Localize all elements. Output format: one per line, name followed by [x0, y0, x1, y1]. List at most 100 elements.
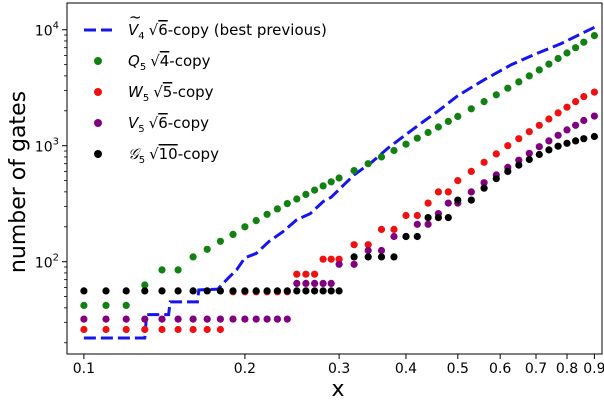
- y-tick-label-2: 104: [35, 21, 59, 40]
- series-4-point-10: [241, 287, 249, 295]
- x-tick-label-3: 0.4: [395, 361, 417, 377]
- series-2-point-21: [350, 241, 358, 249]
- series-4-point-11: [252, 287, 260, 295]
- series-3-point-14: [283, 315, 291, 323]
- series-2-point-6: [189, 325, 197, 334]
- series-4-point-30: [454, 196, 462, 204]
- series-3-point-18: [319, 279, 327, 287]
- series-4-point-26: [413, 232, 421, 241]
- series-3-point-15: [293, 279, 301, 287]
- series-3-point-38: [545, 137, 553, 145]
- legend-label-1: Q5 √4-copy: [128, 52, 211, 73]
- x-tick-label-2: 0.3: [328, 361, 350, 377]
- series-3-point-16: [302, 279, 310, 287]
- series-1-point-0: [80, 301, 88, 309]
- series-3-point-27: [424, 220, 432, 228]
- series-4-point-24: [390, 253, 398, 261]
- series-4-point-12: [263, 287, 271, 295]
- series-2-point-25: [402, 211, 410, 220]
- series-1-point-30: [454, 112, 462, 120]
- legend-label-4: 𝒢5 √10-copy: [128, 145, 219, 166]
- series-3-point-20: [335, 260, 343, 268]
- series-4-point-7: [203, 287, 211, 295]
- axes-layer: 0.1 0.2 0.3 0.4 0.5 0.6 0.7 0.8 0.9 102 103 104: [35, 2, 604, 377]
- series-4-point-28: [434, 214, 442, 222]
- series-3-point-37: [535, 143, 543, 151]
- series-4-point-6: [189, 287, 197, 295]
- series-1-point-27: [424, 128, 432, 137]
- series-2-point-0: [80, 325, 88, 334]
- series-4-point-42: [580, 135, 588, 143]
- series-1-point-17: [311, 186, 319, 194]
- series-1-point-9: [229, 230, 237, 238]
- series-1-point-38: [545, 60, 553, 68]
- series-3-point-11: [252, 315, 260, 323]
- x-axis-label: x: [331, 377, 344, 402]
- series-2-point-7: [203, 325, 211, 334]
- series-4-point-16: [302, 287, 310, 295]
- series-2-point-30: [454, 177, 462, 185]
- series-3-point-4: [158, 315, 166, 323]
- series-4-point-37: [535, 150, 543, 159]
- x-tick-label-6: 0.7: [525, 361, 547, 377]
- series-3-point-2: [122, 315, 130, 323]
- series-4-point-35: [515, 161, 523, 169]
- series-2-point-2: [122, 325, 130, 334]
- series-2-point-32: [480, 158, 488, 166]
- series-2-point-20: [335, 255, 343, 263]
- series-3-point-5: [174, 315, 182, 323]
- legend-tilde-0: ~: [129, 8, 142, 26]
- series-2-point-34: [504, 142, 512, 150]
- series-3-point-31: [467, 188, 475, 196]
- series-3-point-39: [554, 131, 562, 139]
- series-1-point-12: [263, 210, 271, 218]
- series-2-point-40: [563, 103, 571, 111]
- series-1-point-33: [492, 91, 500, 99]
- series-2-point-19: [327, 255, 335, 263]
- series-3-point-17: [311, 279, 319, 287]
- series-1-point-19: [327, 178, 335, 186]
- series-2-point-35: [515, 135, 523, 143]
- series-2-point-5: [174, 325, 182, 334]
- series-1-point-1: [102, 301, 110, 309]
- y-tick-label-1: 103: [35, 137, 59, 156]
- series-1-point-10: [241, 223, 249, 231]
- series-4-point-25: [402, 232, 410, 241]
- series-1-point-16: [302, 190, 310, 198]
- series-3-point-22: [364, 246, 372, 255]
- series-2-point-15: [293, 270, 301, 278]
- series-4-point-33: [492, 175, 500, 183]
- series-2-point-39: [554, 109, 562, 117]
- series-1-point-13: [273, 205, 281, 213]
- series-4-point-20: [335, 287, 343, 295]
- series-2-point-3: [141, 325, 149, 334]
- series-3-point-42: [580, 116, 588, 125]
- series-2-point-31: [467, 167, 475, 175]
- series-1-point-7: [203, 245, 211, 253]
- legend-swatch-4: [94, 150, 102, 158]
- series-2-point-42: [580, 93, 588, 101]
- x-tick-label-8: 0.9: [583, 361, 604, 377]
- series-1-point-26: [413, 134, 421, 142]
- series-2-point-37: [535, 121, 543, 129]
- series-3-point-24: [390, 232, 398, 241]
- series-2-point-41: [572, 98, 580, 106]
- x-tick-label-0: 0.1: [73, 361, 95, 377]
- series-4-point-36: [525, 155, 533, 164]
- series-2-point-27: [424, 199, 432, 207]
- series-4-point-27: [424, 214, 432, 222]
- series-1-point-35: [515, 78, 523, 86]
- y-axis-label: number of gates: [6, 91, 31, 273]
- series-2-point-28: [434, 188, 442, 196]
- series-1-point-5: [174, 266, 182, 274]
- series-4-point-5: [174, 287, 182, 295]
- series-1-point-43: [590, 31, 599, 40]
- series-3-point-7: [203, 315, 211, 323]
- series-4-point-34: [504, 167, 512, 175]
- x-tick-label-1: 0.2: [234, 361, 256, 377]
- series-1-point-41: [572, 44, 580, 52]
- series-4-point-32: [480, 184, 488, 192]
- series-1-point-29: [444, 117, 452, 125]
- series-3-point-29: [444, 199, 452, 207]
